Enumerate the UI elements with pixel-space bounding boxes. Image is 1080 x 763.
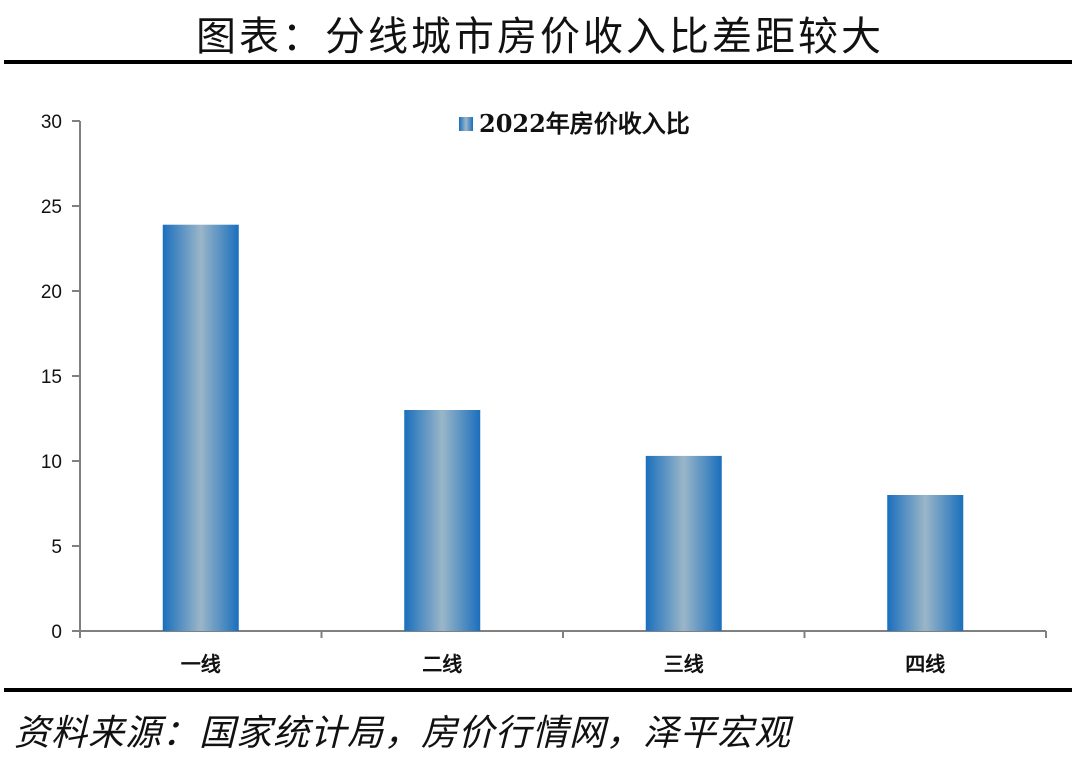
- x-tick-label: 三线: [664, 652, 704, 676]
- bar-1: [162, 224, 239, 631]
- bar-3: [645, 455, 722, 631]
- x-tick-label: 二线: [422, 652, 462, 676]
- bar-2: [404, 410, 481, 631]
- page-title: 图表：分线城市房价收入比差距较大: [196, 14, 884, 60]
- y-tick-label: 0: [51, 622, 62, 643]
- top-rule: [4, 60, 1072, 64]
- legend-label: 2022年房价收入比: [479, 109, 690, 138]
- y-tick-label: 5: [51, 537, 62, 558]
- bottom-rule: [4, 688, 1072, 692]
- bar-chart: 0 5 10 15 20 25 30 一线 二线 三线 四线 2022年房价收入比: [41, 109, 1047, 676]
- y-tick-label: 25: [41, 197, 62, 218]
- y-tick-label: 15: [41, 367, 62, 388]
- y-tick-label: 10: [41, 452, 62, 473]
- y-tick-label: 30: [41, 112, 62, 133]
- x-tick-label: 一线: [181, 652, 221, 676]
- x-tick-label: 四线: [905, 652, 945, 676]
- source-note: 资料来源：国家统计局，房价行情网，泽平宏观: [14, 713, 792, 754]
- bar-4: [887, 495, 964, 631]
- y-tick-label: 20: [41, 282, 62, 303]
- legend-swatch: [459, 117, 473, 131]
